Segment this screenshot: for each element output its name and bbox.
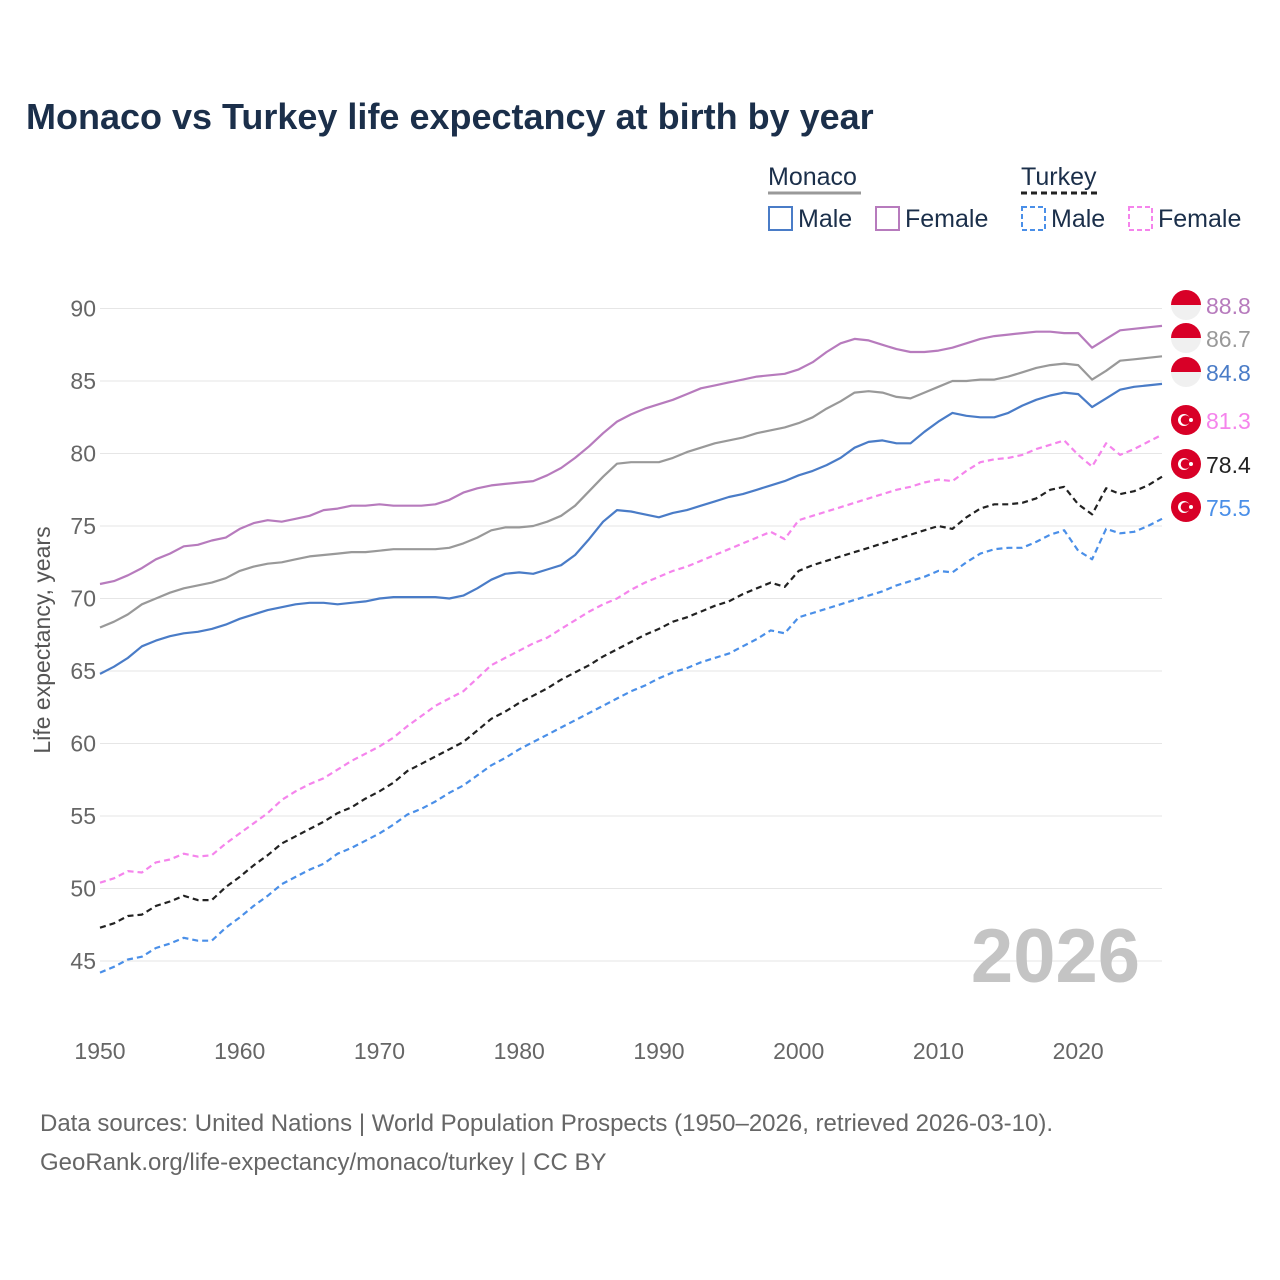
legend-swatch-monaco-male — [768, 206, 793, 231]
x-tick-label-1960: 1960 — [214, 1038, 265, 1064]
x-tick-label-2010: 2010 — [913, 1038, 964, 1064]
legend-swatch-monaco-female — [875, 206, 900, 231]
series-line-turkey-female — [99, 433, 1163, 884]
source-line-2: GeoRank.org/life-expectancy/monaco/turke… — [40, 1149, 606, 1176]
turkey-flag-star — [1189, 418, 1193, 422]
series-lines — [99, 324, 1163, 974]
y-tick-label-90: 90 — [70, 296, 96, 322]
legend-group-monaco: Monaco — [768, 163, 857, 191]
monaco-flag-icon — [1171, 323, 1201, 338]
y-tick-label-85: 85 — [70, 368, 96, 394]
source-line-1: Data sources: United Nations | World Pop… — [40, 1110, 1053, 1137]
x-tick-label-1990: 1990 — [633, 1038, 684, 1064]
end-marker-monaco-female — [1171, 290, 1201, 320]
y-axis-title: Life expectancy, years — [29, 526, 55, 753]
end-markers: 88.8 86.7 84.8 81.3 78.4 75.5 — [1171, 290, 1251, 522]
chart-title: Monaco vs Turkey life expectancy at birt… — [26, 96, 874, 137]
series-line-monaco-female — [99, 324, 1163, 586]
monaco-flag-icon — [1171, 290, 1201, 305]
legend-group-turkey: Turkey — [1021, 163, 1097, 191]
end-label-monaco-male: 84.8 — [1206, 360, 1251, 386]
turkey-flag-crescent-inner — [1180, 415, 1191, 425]
legend-label-monaco-female: Female — [905, 205, 988, 233]
legend-swatch-turkey-male — [1021, 206, 1046, 231]
y-tick-label-50: 50 — [70, 876, 96, 902]
y-tick-label-60: 60 — [70, 731, 96, 757]
monaco-flag-icon-white — [1171, 372, 1201, 387]
series-line-monaco-total — [99, 355, 1163, 629]
turkey-flag-crescent-inner — [1180, 502, 1191, 512]
x-tick-label-1950: 1950 — [74, 1038, 125, 1064]
end-label-monaco-female: 88.8 — [1206, 293, 1251, 319]
series-line-turkey-male — [99, 517, 1163, 974]
y-tick-label-80: 80 — [70, 441, 96, 467]
monaco-flag-icon-white — [1171, 305, 1201, 320]
end-marker-monaco-total — [1171, 323, 1201, 353]
end-label-turkey-female: 81.3 — [1206, 408, 1251, 434]
monaco-flag-icon — [1171, 357, 1201, 372]
end-label-turkey-total: 78.4 — [1206, 452, 1251, 478]
end-marker-turkey-total — [1171, 449, 1201, 479]
x-tick-label-1970: 1970 — [354, 1038, 405, 1064]
turkey-flag-crescent-inner — [1180, 459, 1191, 469]
legend-swatch-turkey-female — [1128, 206, 1153, 231]
y-tick-label-55: 55 — [70, 803, 96, 829]
x-tick-label-2020: 2020 — [1053, 1038, 1104, 1064]
end-marker-turkey-female — [1171, 405, 1201, 435]
monaco-flag-icon-white — [1171, 338, 1201, 353]
legend: Monaco Male Female Turkey Male Female — [768, 163, 1241, 233]
turkey-flag-star — [1189, 505, 1193, 509]
y-tick-label-70: 70 — [70, 586, 96, 612]
legend-label-turkey-male: Male — [1051, 205, 1105, 233]
end-marker-monaco-male — [1171, 357, 1201, 387]
y-tick-label-65: 65 — [70, 658, 96, 684]
turkey-flag-star — [1189, 462, 1193, 466]
legend-label-turkey-female: Female — [1158, 205, 1241, 233]
grid-lines — [100, 308, 1162, 962]
y-axis-ticks: 45 50 55 60 65 70 75 80 85 90 — [70, 296, 96, 975]
year-watermark: 2026 — [971, 914, 1140, 999]
x-tick-label-2000: 2000 — [773, 1038, 824, 1064]
series-line-monaco-male — [99, 382, 1163, 675]
y-tick-label-75: 75 — [70, 513, 96, 539]
end-label-monaco-total: 86.7 — [1206, 326, 1251, 352]
end-label-turkey-male: 75.5 — [1206, 495, 1251, 521]
series-line-turkey-total — [99, 475, 1163, 929]
y-tick-label-45: 45 — [70, 948, 96, 974]
end-marker-turkey-male — [1171, 492, 1201, 522]
x-axis-ticks: 1950 1960 1970 1980 1990 2000 2010 2020 — [74, 1038, 1103, 1064]
legend-label-monaco-male: Male — [798, 205, 852, 233]
x-tick-label-1980: 1980 — [494, 1038, 545, 1064]
